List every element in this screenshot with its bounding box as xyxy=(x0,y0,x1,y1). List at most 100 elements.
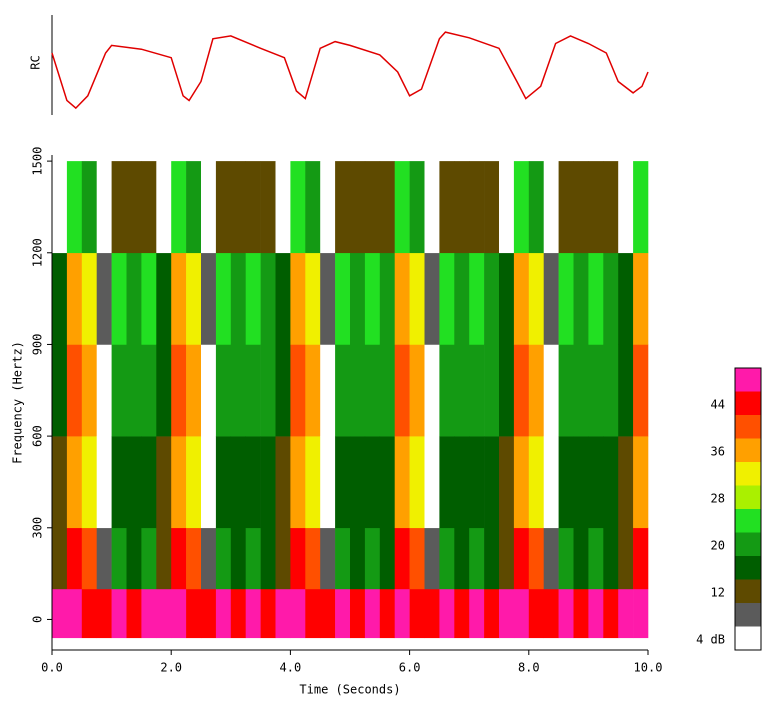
spectrogram-cell xyxy=(275,344,291,437)
spectrogram-cell xyxy=(171,527,187,590)
spectrogram-cell xyxy=(260,527,276,590)
spectrogram-cell xyxy=(350,161,366,254)
spectrogram-cell xyxy=(633,527,649,590)
spectrogram-cell xyxy=(499,252,515,345)
spectrogram-cell xyxy=(513,344,530,437)
spectrogram-cell xyxy=(171,161,187,254)
spectrogram-cell xyxy=(528,252,544,345)
spectrogram-cell xyxy=(454,436,470,529)
spectrogram-cell xyxy=(305,588,321,639)
spectrogram-cell xyxy=(618,344,634,437)
colorbar-label: 44 xyxy=(711,398,725,412)
spectrogram-cell xyxy=(171,588,187,639)
spectrogram-cell xyxy=(454,161,470,254)
spectrogram-cell xyxy=(499,161,515,254)
spectrogram-cell xyxy=(156,588,172,639)
spectrogram-cell xyxy=(528,527,544,590)
spectrogram-cell xyxy=(618,527,634,590)
spectrogram-cell xyxy=(320,436,336,529)
spectrogram-cell xyxy=(156,252,172,345)
spectrogram-cell xyxy=(573,588,589,639)
spectrogram-cell xyxy=(454,252,470,345)
spectrogram-cell xyxy=(305,252,321,345)
spectrogram-cell xyxy=(305,527,321,590)
spectrogram-cell xyxy=(543,436,559,529)
spectrogram-cell xyxy=(245,588,261,639)
spectrogram-cell xyxy=(543,344,559,437)
spectrogram-cell xyxy=(379,527,395,590)
spectrogram-cell xyxy=(201,344,217,437)
spectrogram-cell xyxy=(454,344,470,437)
spectrogram-cell xyxy=(633,252,649,345)
spectrogram-cell xyxy=(275,527,291,590)
spectrogram-cell xyxy=(350,344,366,437)
colorbar-frame xyxy=(734,367,762,651)
spectrogram-cell xyxy=(588,527,604,590)
spectrogram-cell xyxy=(379,161,395,254)
spectrogram-cell xyxy=(66,252,83,345)
spectrogram-cell xyxy=(633,161,649,254)
spectrogram-cell xyxy=(499,436,515,529)
spectrogram-cell xyxy=(201,436,217,529)
spectrogram-cell xyxy=(484,527,500,590)
rc-line xyxy=(51,31,649,110)
x-tick-label: 4.0 xyxy=(280,661,302,675)
spectrogram-cell xyxy=(394,344,410,437)
colorbar-band xyxy=(735,509,761,533)
spectrogram-cell xyxy=(260,161,276,254)
spectrogram-cell xyxy=(245,436,261,529)
spectrogram-cell xyxy=(409,527,425,590)
spectrogram-cell xyxy=(379,588,395,639)
spectrogram-cell xyxy=(364,588,381,639)
spectrogram-cell xyxy=(618,436,634,529)
spectrogram-cell xyxy=(305,344,321,437)
spectrogram-cell xyxy=(543,527,559,590)
spectrogram-cell xyxy=(558,527,574,590)
spectrogram-cell xyxy=(618,252,634,345)
spectrogram-cell xyxy=(52,252,68,345)
spectrogram-cell xyxy=(409,588,425,639)
spectrogram-cell xyxy=(409,436,425,529)
spectrogram-cell xyxy=(558,161,574,254)
spectrogram-cell xyxy=(424,436,440,529)
spectrogram-cell xyxy=(588,252,604,345)
spectrogram-cell xyxy=(603,252,619,345)
colorbar-band xyxy=(735,485,761,509)
spectrogram-cell xyxy=(588,161,604,254)
spectrogram-cell xyxy=(290,252,306,345)
colorbar-label: 12 xyxy=(711,586,725,600)
spectrogram-cell xyxy=(394,161,410,254)
spectrogram-cell xyxy=(81,161,97,254)
spectrogram-cell xyxy=(66,527,83,590)
spectrogram-cell xyxy=(513,161,530,254)
spectrogram-cell xyxy=(245,161,261,254)
spectrogram-cell xyxy=(201,252,217,345)
spectrogram-cell xyxy=(230,252,246,345)
colorbar-band xyxy=(735,556,761,580)
colorbar-band xyxy=(735,462,761,486)
spectrogram-cell xyxy=(111,344,127,437)
spectrogram-cell xyxy=(379,344,395,437)
colorbar-band xyxy=(735,579,761,603)
spectrogram-cell xyxy=(335,344,351,437)
spectrogram-cell xyxy=(379,252,395,345)
spectrogram-cell xyxy=(424,588,440,639)
spectrogram-cell xyxy=(573,344,589,437)
spectrogram-cell xyxy=(52,527,68,590)
spectrogram-cell xyxy=(424,344,440,437)
colorbar-band xyxy=(735,532,761,556)
spectrogram-cell xyxy=(573,436,589,529)
spectrogram-cell xyxy=(499,344,515,437)
spectrogram-cell xyxy=(111,588,127,639)
spectrogram-cell xyxy=(81,344,97,437)
spectrogram-cell xyxy=(364,344,381,437)
spectrogram-cell xyxy=(260,252,276,345)
spectrogram-cell xyxy=(633,436,649,529)
spectrogram-cell xyxy=(305,436,321,529)
spectrogram-cell xyxy=(335,252,351,345)
spectrogram-cell xyxy=(81,252,97,345)
spectrogram-cell xyxy=(96,344,112,437)
spectrogram-cell xyxy=(111,527,127,590)
spectrogram-cell xyxy=(215,527,232,590)
spectrogram-cell xyxy=(394,527,410,590)
